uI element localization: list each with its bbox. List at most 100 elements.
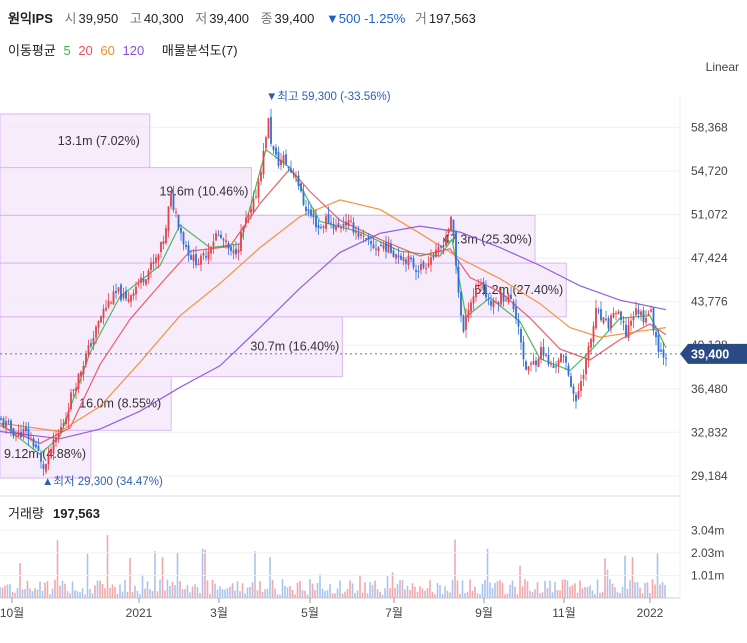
candle-body bbox=[160, 242, 162, 253]
volume-bar bbox=[381, 594, 384, 598]
volume-bar bbox=[301, 590, 304, 598]
candle-body bbox=[45, 464, 47, 472]
candle-body bbox=[632, 316, 635, 321]
candle-body bbox=[75, 387, 77, 392]
volume-bar bbox=[534, 589, 536, 598]
candle-body bbox=[20, 431, 22, 438]
volume-bar bbox=[271, 579, 274, 598]
volume-bar bbox=[406, 585, 409, 598]
volume-bar bbox=[481, 583, 484, 598]
volume-bar bbox=[269, 557, 271, 598]
ma-line-5 bbox=[0, 148, 667, 455]
volume-bar bbox=[219, 586, 221, 598]
volume-bar bbox=[579, 580, 581, 598]
volume-bar bbox=[0, 587, 1, 598]
candle-body bbox=[365, 238, 367, 240]
volume-bar bbox=[204, 549, 206, 598]
volume-bar bbox=[451, 579, 454, 598]
candle-body bbox=[15, 435, 17, 437]
candle-body bbox=[5, 421, 7, 427]
candle-body bbox=[97, 320, 100, 328]
volume-bar bbox=[41, 590, 44, 598]
candle-body bbox=[140, 277, 142, 284]
close-label: 종 bbox=[260, 11, 273, 26]
volume-bar bbox=[329, 583, 331, 598]
candle-body bbox=[267, 118, 270, 139]
volume-bar bbox=[141, 574, 144, 598]
stock-name[interactable]: 원익IPS bbox=[8, 11, 53, 26]
volume-bar bbox=[519, 565, 521, 598]
volume-bar bbox=[654, 584, 656, 598]
candle-body bbox=[317, 225, 320, 229]
candle-body bbox=[207, 251, 210, 260]
volume-bar bbox=[119, 584, 121, 598]
candle-body bbox=[167, 206, 170, 232]
candle-body bbox=[627, 325, 630, 338]
volume-bar bbox=[359, 574, 361, 598]
candle-body bbox=[165, 228, 167, 243]
ma-legend[interactable]: 이동평균 5 20 60 120 매물분석도(7) bbox=[8, 40, 242, 59]
volume-bar bbox=[26, 580, 29, 598]
volume-bar bbox=[186, 585, 189, 598]
x-tick-label: 2021 bbox=[126, 606, 153, 620]
candle-body bbox=[620, 311, 622, 321]
candle-body bbox=[450, 216, 452, 231]
volume-bar bbox=[439, 584, 441, 598]
candle-body bbox=[282, 155, 285, 163]
volume-bar bbox=[74, 590, 76, 598]
volume-bar bbox=[636, 582, 639, 598]
candle-body bbox=[110, 302, 112, 304]
candle-body bbox=[590, 338, 592, 348]
volume-bar bbox=[646, 582, 649, 598]
candle-body bbox=[622, 321, 625, 323]
volume-bar bbox=[226, 588, 229, 598]
volume-bar bbox=[254, 551, 256, 598]
candle-body bbox=[150, 262, 152, 271]
candle-body bbox=[250, 209, 252, 213]
candle-body bbox=[387, 243, 390, 253]
candle-body bbox=[497, 302, 500, 304]
candle-body bbox=[512, 301, 515, 310]
candle-body bbox=[322, 226, 325, 228]
candle-body bbox=[602, 317, 605, 324]
candle-body bbox=[117, 287, 120, 292]
scale-mode[interactable]: Linear bbox=[705, 60, 739, 74]
candle-body bbox=[60, 426, 62, 433]
candle-body bbox=[217, 235, 220, 237]
candle-body bbox=[330, 222, 332, 224]
candle-body bbox=[275, 147, 277, 155]
volume-bar bbox=[31, 591, 34, 598]
volume-bar bbox=[54, 579, 56, 598]
candle-body bbox=[175, 211, 177, 213]
candle-body bbox=[572, 386, 575, 394]
volume-profile-label[interactable]: 매물분석도(7) bbox=[161, 43, 238, 58]
candle-body bbox=[547, 355, 550, 365]
candle-body bbox=[155, 257, 157, 263]
candle-body bbox=[432, 255, 435, 258]
volume-profile-label: 9.12m (4.88%) bbox=[4, 447, 86, 461]
volume-bar bbox=[571, 584, 574, 598]
volume-bar bbox=[326, 590, 329, 598]
candle-body bbox=[540, 346, 542, 359]
candle-body bbox=[487, 298, 490, 300]
volume-bar bbox=[94, 585, 96, 598]
volume-bar bbox=[71, 581, 74, 598]
candle-body bbox=[425, 268, 427, 270]
candle-body bbox=[22, 428, 25, 437]
volume-bar bbox=[256, 589, 259, 598]
volume-bar bbox=[464, 593, 466, 598]
candle-body bbox=[325, 216, 327, 229]
candle-body bbox=[357, 232, 360, 237]
volume-bar bbox=[276, 594, 279, 598]
volume-bar bbox=[56, 540, 59, 598]
min-price-label: ▲최저 29,300 (34.47%) bbox=[42, 475, 163, 488]
candle-body bbox=[500, 293, 502, 305]
volume-bar bbox=[224, 589, 226, 598]
candle-body bbox=[527, 366, 530, 371]
x-tick-label: 5월 bbox=[301, 606, 319, 620]
candle-body bbox=[30, 438, 32, 440]
volume-bar bbox=[259, 581, 261, 598]
volume-bar bbox=[284, 585, 286, 598]
volume-bar bbox=[401, 580, 404, 598]
